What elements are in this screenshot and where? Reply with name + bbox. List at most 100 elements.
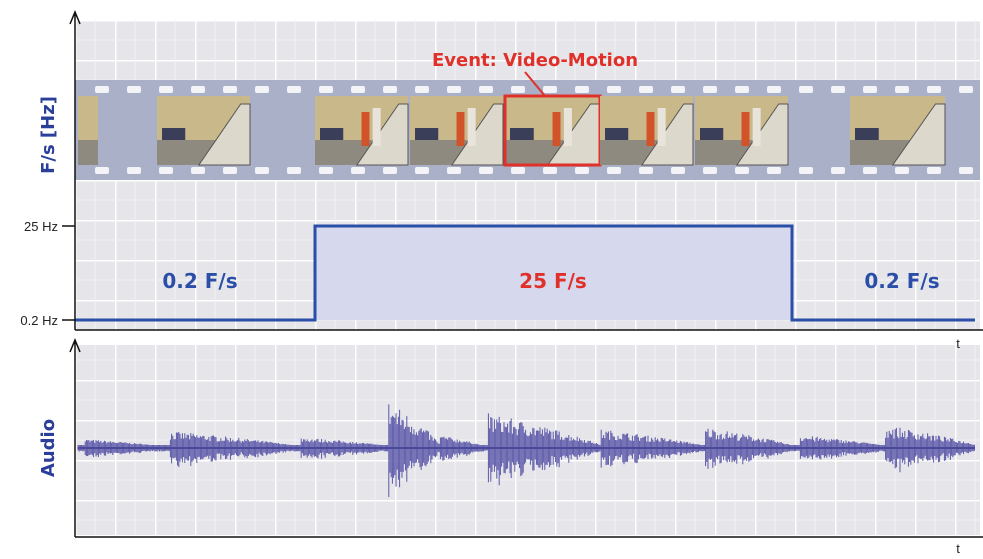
sprocket-hole [799,86,813,93]
y-label: 25 Hz [24,219,58,234]
frame-bench [700,128,724,140]
frame-person [552,112,561,146]
frame-person [646,112,655,146]
frame-bench [855,128,879,140]
sprocket-hole [319,86,333,93]
sprocket-hole [159,167,173,174]
axis-label: Audio [38,419,59,477]
frame-bench [320,128,344,140]
y-axis-bottom [69,338,81,537]
frame-person [372,108,381,146]
high-rate-area [315,226,792,320]
frame-bench [415,128,439,140]
video-frame [78,96,98,165]
frame-person [657,108,666,146]
frame-person [563,108,572,146]
frame-stairs [450,103,504,166]
sprocket-hole [671,86,685,93]
sprocket-hole [191,167,205,174]
y-label: 0.2 Hz [20,313,58,328]
frame-person [361,112,370,146]
frame-stairs [355,103,409,166]
sprocket-hole [671,167,685,174]
sprocket-hole [927,86,941,93]
video-frame [850,96,946,166]
video-frame [600,96,694,166]
sprocket-hole [95,167,109,174]
y-ticks [62,225,75,321]
sprocket-hole [703,86,717,93]
frame-bench [162,128,186,140]
sprocket-hole [895,167,909,174]
frame-floor [78,140,98,165]
video-frame [315,96,409,166]
sprocket-hole [415,86,429,93]
sprocket-hole [447,86,461,93]
frame-person [752,108,761,146]
sprocket-hole [543,167,557,174]
audio-waveform [77,404,975,497]
sprocket-hole [127,86,141,93]
frame-person [467,108,476,146]
sprocket-hole [767,167,781,174]
event-label: Event: Video-Motion [432,50,638,71]
sprocket-hole [863,86,877,93]
video-frame [503,94,602,167]
frame-stairs [640,103,694,166]
frame-stairs [197,103,251,166]
sprocket-hole [959,86,973,93]
sprocket-hole [639,86,653,93]
time-label: t [956,541,960,556]
rate-label: 25 F/s [519,269,587,293]
sprocket-hole [607,167,621,174]
axis-label: F/s [Hz] [38,96,59,174]
rate-label: 0.2 F/s [864,269,939,293]
sprocket-hole [351,86,365,93]
frame-bench [510,128,534,140]
sprocket-hole [575,167,589,174]
sprocket-hole [735,86,749,93]
sprocket-hole [287,86,301,93]
sprocket-hole [927,167,941,174]
video-frame [695,96,789,166]
sprocket-hole [127,167,141,174]
frame-stairs [735,103,789,166]
sprocket-hole [287,167,301,174]
frame-person [456,112,465,146]
sprocket-hole [543,86,557,93]
sprockets [95,86,973,174]
frames [78,94,946,167]
frame-stairs [891,103,946,166]
sprocket-hole [159,86,173,93]
sprocket-hole [831,86,845,93]
sprocket-hole [575,86,589,93]
frame-bench [605,128,629,140]
sprocket-hole [959,167,973,174]
sprocket-hole [831,167,845,174]
rate-label: 0.2 F/s [162,269,237,293]
sprocket-hole [799,167,813,174]
video-frame [410,96,504,166]
sprocket-hole [191,86,205,93]
sprocket-hole [607,86,621,93]
sprocket-hole [415,167,429,174]
sprocket-hole [351,167,365,174]
sprocket-hole [255,86,269,93]
sprocket-hole [511,167,525,174]
sprocket-hole [383,167,397,174]
sprocket-hole [223,167,237,174]
frame-person [741,112,750,146]
sprocket-hole [95,86,109,93]
rate-line [75,224,975,322]
sprocket-hole [479,167,493,174]
time-label: t [956,336,960,351]
sprocket-hole [479,86,493,93]
sprocket-hole [383,86,397,93]
sprocket-hole [703,167,717,174]
sprocket-hole [639,167,653,174]
sprocket-hole [767,86,781,93]
y-axis-top [69,10,81,330]
event-pointer [524,71,546,97]
video-frame [157,96,251,166]
